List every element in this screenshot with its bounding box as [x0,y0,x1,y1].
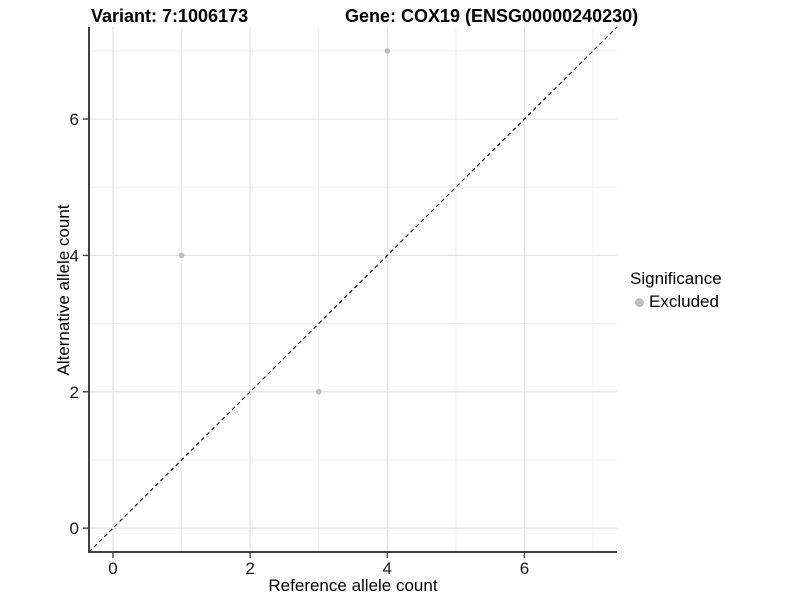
legend: Significance Excluded [630,269,722,312]
plot-title-gene: Gene: COX19 (ENSG00000240230) [345,6,639,26]
data-point [384,48,391,54]
y-tick-label: 2 [70,383,79,402]
legend-title: Significance [630,269,722,288]
x-axis-label: Reference allele count [268,576,438,595]
y-axis-label: Alternative allele count [54,204,73,376]
identity-dashed-line [88,26,618,553]
plot-title-variant: Variant: 7:1006173 [91,6,249,26]
x-tick-label: 0 [108,559,117,578]
legend-key-dot-icon [635,297,644,307]
data-point [178,252,185,259]
legend-entry-excluded: Excluded [635,292,722,312]
legend-entry-label: Excluded [649,292,719,311]
y-tick-label: 0 [70,519,79,538]
x-tick-label: 6 [520,559,529,578]
data-point [315,388,322,395]
y-tick-label: 4 [70,246,79,265]
y-tick-label: 6 [70,110,79,129]
x-tick-label: 2 [245,559,254,578]
x-tick-label: 4 [383,559,392,578]
